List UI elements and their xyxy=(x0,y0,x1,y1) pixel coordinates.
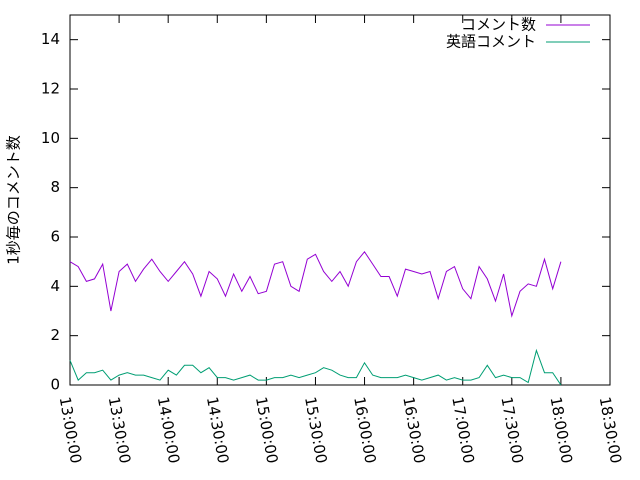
x-tick-label: 18:30:00 xyxy=(596,395,625,464)
y-tick-label: 6 xyxy=(50,228,60,246)
legend-label: コメント数 xyxy=(461,16,536,34)
x-tick-label: 13:30:00 xyxy=(105,395,134,464)
series-line xyxy=(69,348,562,386)
y-tick-label: 14 xyxy=(41,30,60,48)
plot-frame xyxy=(69,14,611,386)
x-tick-label: 15:30:00 xyxy=(301,395,330,464)
x-tick-label: 16:00:00 xyxy=(350,395,379,464)
x-tick-label: 17:00:00 xyxy=(448,395,477,464)
x-tick-label: 15:00:00 xyxy=(252,395,281,464)
y-tick-label: 4 xyxy=(50,277,60,295)
x-tick-label: 18:00:00 xyxy=(547,395,576,464)
x-tick-label: 17:30:00 xyxy=(497,395,526,464)
x-tick-label: 16:30:00 xyxy=(399,395,428,464)
y-tick-label: 10 xyxy=(41,129,60,147)
x-tick-label: 14:30:00 xyxy=(203,395,232,464)
x-tick-label: 14:00:00 xyxy=(154,395,183,464)
y-tick-label: 12 xyxy=(41,80,60,98)
legend-label: 英語コメント xyxy=(446,33,536,51)
x-tick-label: 13:00:00 xyxy=(56,395,85,464)
y-tick-label: 2 xyxy=(50,326,60,344)
y-tick-label: 0 xyxy=(50,376,60,394)
series-line xyxy=(69,250,562,318)
y-tick-label: 8 xyxy=(50,178,60,196)
y-axis-label: 1秒毎のコメント数 xyxy=(5,135,23,265)
